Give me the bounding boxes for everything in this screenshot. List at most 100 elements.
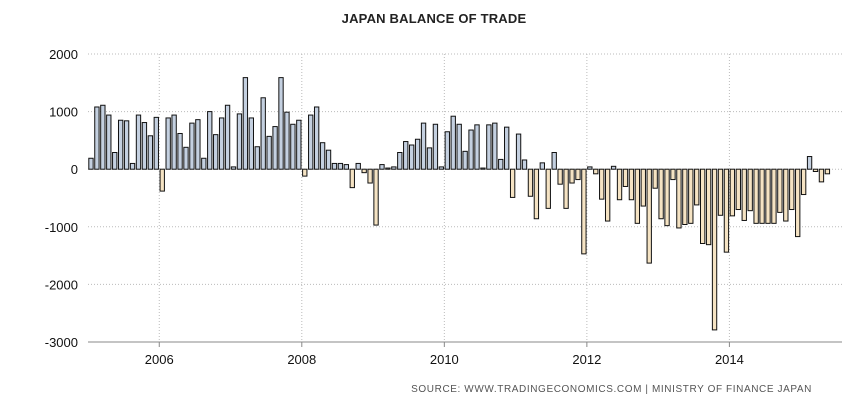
bar: [414, 138, 421, 170]
bars: [88, 77, 831, 331]
source-attribution: SOURCE: WWW.TRADINGECONOMICS.COM | MINIS…: [411, 384, 812, 395]
bar: [593, 168, 599, 175]
bar: [218, 117, 225, 170]
bar: [135, 114, 142, 170]
bar: [171, 114, 177, 170]
bar: [599, 168, 605, 200]
bar: [456, 123, 462, 170]
bar: [723, 168, 730, 253]
bar: [337, 162, 344, 170]
bar: [308, 114, 314, 170]
bar: [818, 168, 825, 183]
bar: [509, 168, 516, 198]
bar: [634, 168, 641, 224]
bar: [248, 117, 254, 170]
bar: [426, 147, 433, 170]
bar: [129, 162, 136, 170]
bar: [700, 168, 706, 244]
bar: [94, 106, 100, 170]
grid-lines: [88, 53, 842, 343]
bar: [812, 168, 819, 172]
bar: [539, 162, 545, 170]
y-tick-label: -1000: [45, 220, 78, 235]
bar: [349, 168, 355, 189]
bar: [711, 168, 718, 331]
bar: [385, 167, 391, 170]
bar: [331, 162, 338, 170]
bar: [296, 119, 302, 170]
bar: [278, 77, 284, 170]
bar: [325, 149, 332, 170]
bar: [557, 168, 563, 185]
bar: [397, 152, 403, 170]
bar: [165, 117, 171, 170]
bar: [319, 142, 326, 170]
bar: [302, 168, 308, 177]
bar: [213, 134, 219, 170]
bar: [379, 164, 385, 170]
bar: [195, 119, 201, 170]
bar: [260, 97, 266, 170]
x-tick-label: 2008: [287, 352, 316, 367]
bar: [533, 168, 540, 220]
x-tick-labels: 2006 2008 2010 2012 2014: [145, 352, 744, 367]
bar: [688, 168, 694, 224]
bar: [735, 168, 741, 211]
bar: [545, 168, 551, 209]
bar: [373, 168, 379, 226]
bar: [705, 168, 712, 246]
x-tick-label: 2010: [430, 352, 459, 367]
bar: [355, 162, 361, 170]
bar: [272, 126, 278, 170]
bar: [266, 135, 272, 170]
bar: [806, 156, 813, 170]
bar: [230, 166, 237, 170]
bar: [658, 168, 664, 220]
x-tick-label: 2014: [715, 352, 744, 367]
bar: [183, 146, 189, 170]
bar: [628, 168, 635, 201]
bar: [759, 168, 765, 224]
bar: [480, 167, 486, 170]
bar: [432, 123, 439, 170]
bar: [177, 132, 183, 170]
bar: [254, 146, 260, 170]
bar: [682, 168, 688, 225]
bar: [616, 168, 623, 201]
bar: [224, 104, 231, 170]
bar: [450, 115, 456, 170]
bar: [729, 168, 736, 217]
bar: [747, 168, 753, 212]
bar: [587, 166, 593, 170]
bar: [676, 168, 682, 229]
bar: [242, 77, 249, 170]
bar: [777, 168, 783, 213]
x-tick-label: 2006: [145, 352, 174, 367]
bar: [444, 131, 450, 170]
bar: [492, 122, 498, 170]
bar: [765, 168, 771, 224]
bar: [498, 158, 504, 170]
bar: [391, 166, 397, 170]
bar: [284, 111, 290, 170]
bar: [462, 150, 468, 170]
y-tick-label: 2000: [49, 47, 78, 62]
bar: [438, 166, 445, 170]
bar: [575, 168, 581, 181]
bar: [313, 106, 320, 170]
bar: [159, 168, 165, 192]
bar: [112, 152, 118, 170]
y-tick-label: 1000: [49, 105, 78, 120]
bar: [343, 164, 350, 170]
bar: [569, 168, 575, 184]
bar: [474, 124, 480, 170]
bar: [610, 165, 617, 170]
bar: [106, 114, 112, 170]
bar: [604, 168, 611, 222]
bar: [290, 123, 296, 170]
bar: [236, 113, 243, 170]
bar: [800, 168, 807, 196]
bar: [420, 122, 427, 170]
bar: [361, 168, 367, 174]
bar: [486, 124, 492, 170]
